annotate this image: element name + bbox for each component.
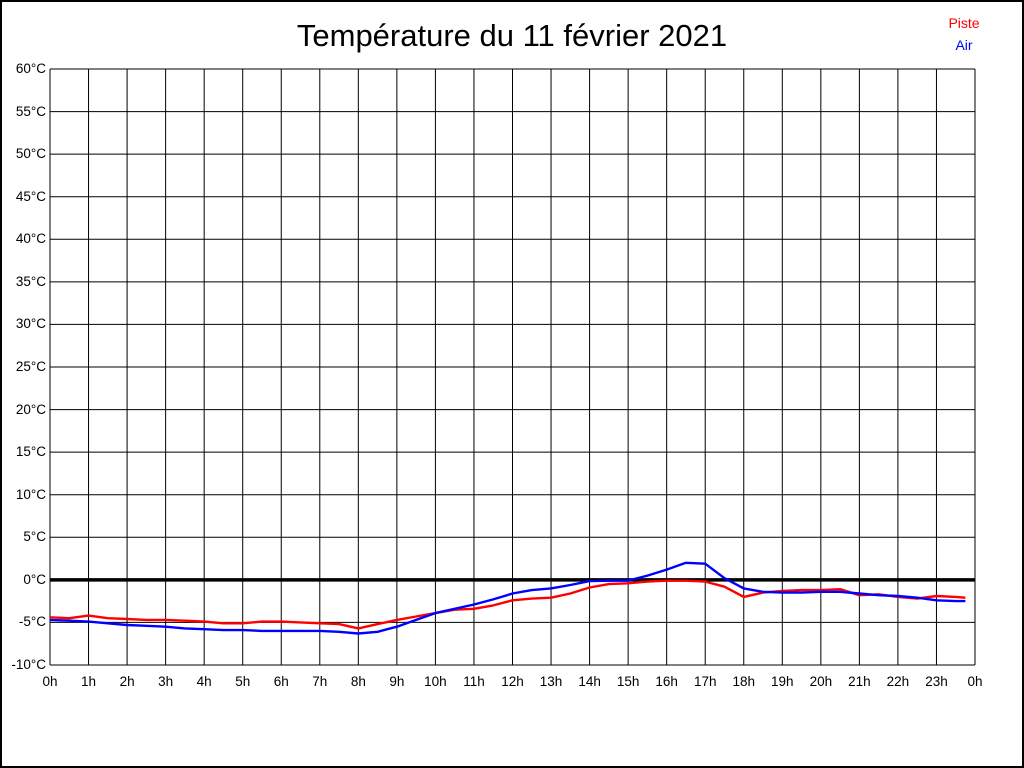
x-tick-label: 14h — [578, 674, 601, 689]
air-line — [49, 561, 966, 635]
x-tick-label: 2h — [119, 674, 135, 689]
x-tick-label: 8h — [350, 674, 366, 689]
x-tick-label: 20h — [809, 674, 833, 689]
y-tick-label: 25°C — [15, 359, 46, 374]
legend: Piste Air — [924, 12, 1004, 56]
y-tick-label: 30°C — [15, 316, 46, 332]
x-tick-label: 15h — [616, 674, 640, 689]
x-tick-label: 12h — [501, 674, 524, 689]
x-tick-label: 5h — [235, 674, 251, 689]
x-tick-label: 13h — [539, 674, 563, 689]
x-tick-label: 22h — [886, 674, 910, 689]
x-tick-label: 17h — [693, 674, 717, 689]
x-tick-label: 7h — [312, 674, 328, 689]
y-tick-label: 35°C — [15, 273, 46, 289]
y-tick-label: 55°C — [15, 103, 46, 119]
y-tick-label: 15°C — [15, 444, 46, 460]
x-tick-label: 23h — [925, 674, 948, 689]
x-tick-label: 3h — [158, 674, 174, 689]
x-tick-label: 18h — [732, 674, 756, 689]
x-tick-label: 6h — [273, 674, 289, 689]
x-tick-label: 16h — [655, 674, 678, 689]
y-tick-label: 50°C — [15, 146, 46, 162]
x-tick-label: 21h — [848, 674, 871, 689]
y-tick-label: 40°C — [15, 231, 46, 247]
y-tick-label: 60°C — [15, 61, 46, 76]
y-tick-label: 0°C — [23, 571, 46, 587]
y-tick-label: 10°C — [15, 486, 46, 502]
y-tick-label: -5°C — [18, 614, 46, 630]
x-tick-label: 11h — [463, 674, 485, 689]
x-tick-label: 1h — [81, 674, 97, 689]
x-tick-label: 0h — [42, 674, 58, 689]
legend-item-piste: Piste — [948, 15, 980, 31]
chart-title: Température du 11 février 2021 — [296, 18, 728, 53]
y-tick-label: 20°C — [15, 401, 46, 417]
y-tick-label: 5°C — [23, 529, 46, 545]
y-tick-label: -10°C — [11, 657, 46, 672]
x-tick-label: 0h — [967, 674, 983, 689]
piste-line — [49, 579, 966, 630]
x-tick-label: 10h — [424, 674, 447, 689]
y-tick-label: 45°C — [15, 188, 46, 204]
x-tick-label: 9h — [389, 674, 405, 689]
x-tick-label: 19h — [771, 674, 794, 689]
legend-item-air: Air — [955, 37, 973, 53]
x-tick-label: 4h — [196, 674, 212, 689]
